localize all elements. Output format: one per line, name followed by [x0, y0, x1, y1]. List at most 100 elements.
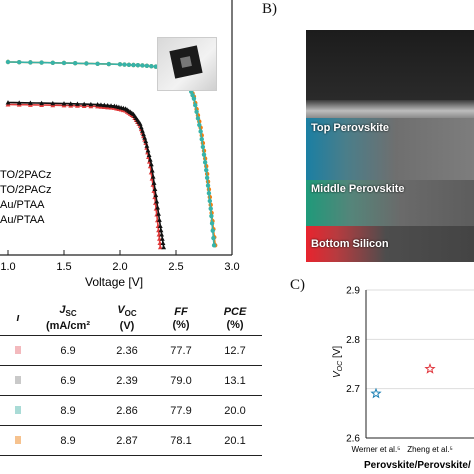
device-photo-cell — [180, 56, 192, 68]
jv-data-point — [122, 62, 126, 66]
sem-top-band — [306, 30, 474, 100]
sem-label-top: Top Perovskite — [311, 122, 431, 134]
jv-data-point — [200, 137, 204, 141]
jv-x-tick-label: 2.5 — [168, 261, 183, 273]
table-row: 8.9 2.86 77.9 20.0 — [0, 396, 262, 426]
jv-data-point — [140, 63, 144, 67]
jv-data-point — [193, 103, 197, 107]
sem-interface — [306, 100, 474, 118]
jv-data-point — [84, 61, 88, 65]
table-cell: 20.1 — [208, 426, 262, 456]
table-cell: 8.9 — [36, 426, 100, 456]
jv-data-point — [6, 60, 10, 64]
panel-label-c: C) — [290, 277, 305, 294]
sem-label-middle: Middle Perovskite — [311, 183, 451, 195]
table-header-row: ı JSC (mA/cm² VOC (V) FF (%) PCE (%) — [0, 302, 262, 336]
voc-y-ticks: 2.9 2.8 2.7 2.6 — [346, 286, 360, 445]
jv-data-point — [209, 214, 213, 218]
voc-star-marker — [426, 364, 435, 372]
table-cell: 13.1 — [208, 366, 262, 396]
table-cell: 6.9 — [36, 366, 100, 396]
jv-data-point — [209, 206, 213, 210]
table-header-pce: PCE (%) — [208, 302, 262, 336]
row-color-swatch — [0, 426, 36, 456]
table-row: 6.9 2.39 79.0 13.1 — [0, 366, 262, 396]
table-row: 6.9 2.36 77.7 12.7 — [0, 336, 262, 366]
jv-data-point — [149, 64, 153, 68]
jv-data-point — [192, 96, 196, 100]
sem-label-bottom: Bottom Silicon — [311, 238, 431, 250]
jv-data-point — [207, 191, 211, 195]
voc-star-marker — [372, 389, 381, 397]
jv-data-point — [204, 168, 208, 172]
voc-categories: Werner et al.⁵ Zheng et al.⁵ — [352, 445, 453, 454]
jv-data-point — [206, 183, 210, 187]
panel-label-b: B) — [262, 1, 277, 18]
legend-item: Au/PTAA — [0, 199, 45, 211]
jv-data-point — [107, 62, 111, 66]
jv-data-point — [145, 64, 149, 68]
table-header-voc: VOC (V) — [100, 302, 154, 336]
voc-y-tick-label: 2.7 — [346, 384, 360, 395]
jv-data-point — [73, 61, 77, 65]
row-color-swatch — [0, 336, 36, 366]
table-cell: 6.9 — [36, 336, 100, 366]
device-photo — [158, 38, 216, 90]
legend-item: TO/2PACz — [0, 184, 52, 196]
jv-data-point — [161, 241, 166, 245]
jv-data-point — [208, 199, 212, 203]
jv-data-point — [198, 129, 202, 133]
jv-data-point — [62, 61, 66, 65]
jv-data-point — [17, 60, 21, 64]
jv-x-tick-label: 1.0 — [0, 261, 15, 273]
table-cell: 2.39 — [100, 366, 154, 396]
device-photo-substrate — [169, 45, 202, 78]
voc-y-label: VOC [V] — [332, 346, 344, 378]
table-cell: 77.7 — [154, 336, 208, 366]
jv-x-tick-label: 1.5 — [56, 261, 71, 273]
jv-data-point — [39, 60, 43, 64]
voc-points — [372, 364, 435, 397]
table-cell: 77.9 — [154, 396, 208, 426]
voc-category-label: Zheng et al.⁵ — [407, 445, 453, 454]
jv-x-label: Voltage [V] — [85, 275, 143, 289]
voc-y-tick-label: 2.6 — [346, 434, 360, 445]
table-cell: 2.87 — [100, 426, 154, 456]
voc-category-label: Werner et al.⁵ — [352, 445, 401, 454]
table-cell: 2.36 — [100, 336, 154, 366]
table-row: 8.9 2.87 78.1 20.1 — [0, 426, 262, 456]
sem-image — [306, 30, 474, 262]
table-header-ff: FF (%) — [154, 302, 208, 336]
jv-data-point — [95, 62, 99, 66]
table-header-cell: ı — [0, 302, 36, 336]
table-cell: 20.0 — [208, 396, 262, 426]
jv-data-point — [202, 152, 206, 156]
voc-y-tick-label: 2.9 — [346, 286, 360, 297]
table-cell: 79.0 — [154, 366, 208, 396]
row-color-swatch — [0, 366, 36, 396]
voc-x-label: Perovskite/Perovskite/ — [364, 460, 471, 471]
table-cell: 8.9 — [36, 396, 100, 426]
legend-item: Au/PTAA — [0, 214, 45, 226]
jv-data-point — [194, 110, 198, 114]
jv-data-point — [196, 116, 200, 120]
jv-data-point — [197, 123, 201, 127]
jv-data-point — [131, 63, 135, 67]
voc-comparison-chart: 2.9 2.8 2.7 2.6 Werner et al.⁵ Zheng et al.⁵… — [326, 282, 474, 474]
table-cell: 12.7 — [208, 336, 262, 366]
row-color-swatch — [0, 396, 36, 426]
jv-data-point — [211, 228, 215, 232]
jv-x-tick-label: 2.0 — [112, 261, 127, 273]
jv-data-point — [211, 236, 215, 240]
jv-data-point — [160, 236, 165, 240]
table-cell: 2.86 — [100, 396, 154, 426]
performance-table: ı JSC (mA/cm² VOC (V) FF (%) PCE (%) 6.9 2.3… — [0, 302, 262, 456]
jv-data-point — [212, 243, 216, 247]
jv-x-tick-label: 3.0 — [224, 261, 239, 273]
jv-data-point — [205, 176, 209, 180]
legend-item: TO/2PACz — [0, 169, 52, 181]
voc-y-tick-label: 2.8 — [346, 335, 360, 346]
jv-data-point — [51, 61, 55, 65]
jv-data-point — [203, 160, 207, 164]
table-header-jsc: JSC (mA/cm² — [36, 302, 100, 336]
